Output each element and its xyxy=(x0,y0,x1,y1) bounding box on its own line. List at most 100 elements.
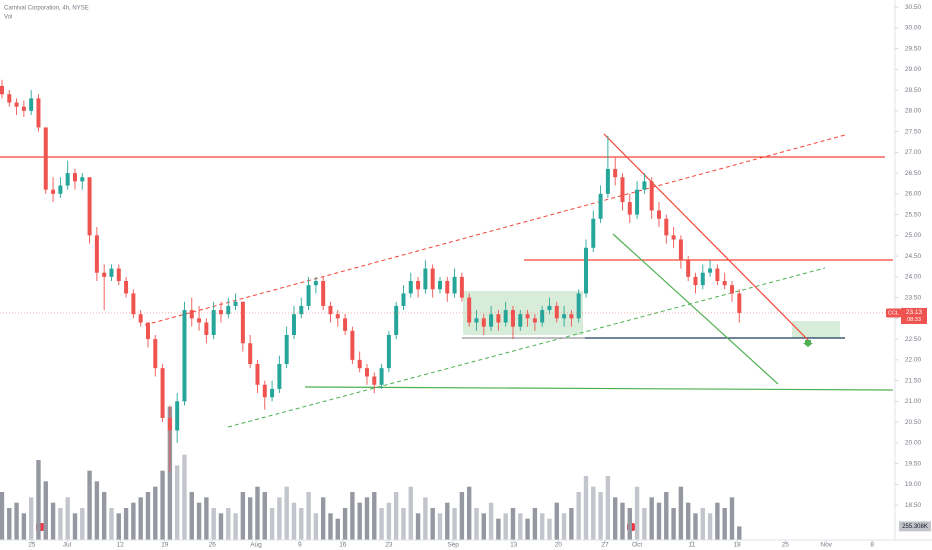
candle-body xyxy=(138,314,143,323)
candle-body xyxy=(708,268,713,273)
candle-body xyxy=(423,268,428,290)
candle-body xyxy=(211,310,216,335)
volume-bar xyxy=(496,518,501,540)
candle-body xyxy=(459,276,464,298)
volume-bar xyxy=(627,508,632,540)
candle-body xyxy=(649,181,654,211)
volume-bar xyxy=(182,454,187,540)
volume-bar xyxy=(335,518,340,540)
target-box xyxy=(792,321,840,338)
candle-body xyxy=(102,272,107,277)
x-tick-label: Aug xyxy=(250,542,262,549)
candle-body xyxy=(175,401,180,431)
volume-bar xyxy=(554,502,559,540)
x-tick-label: 20 xyxy=(555,542,563,549)
candle-body xyxy=(0,85,4,95)
y-tick-label: 30.50 xyxy=(905,4,922,11)
downtrend-support xyxy=(612,233,779,385)
x-tick-label: Nov xyxy=(820,542,832,549)
volume-bar xyxy=(7,508,12,540)
volume-bar xyxy=(116,513,121,540)
candle-body xyxy=(36,98,41,128)
volume-bar xyxy=(678,486,684,540)
volume-bar xyxy=(445,502,450,540)
axes: 18.50 19.00 19.50 20.00 20.50 21.00 21.50 22.00… xyxy=(28,4,931,549)
candle-body xyxy=(14,102,19,107)
y-tick-label: 22.00 xyxy=(905,357,922,364)
candle-body xyxy=(87,177,92,236)
volume-bar xyxy=(386,502,392,540)
candle-body xyxy=(693,276,698,286)
volume-bar xyxy=(664,492,669,540)
volume-bar xyxy=(306,492,311,540)
volume-bar xyxy=(364,497,370,540)
candle-body xyxy=(627,202,632,215)
volume-bar xyxy=(620,502,625,540)
volume-bar xyxy=(481,513,486,540)
volume-bar xyxy=(685,502,691,540)
volume-bar xyxy=(707,513,713,540)
candle-body xyxy=(270,388,275,398)
candle-body xyxy=(335,314,340,319)
volume-bar xyxy=(488,502,494,540)
downtrend-line xyxy=(603,133,811,343)
y-tick-label: 27.00 xyxy=(905,149,922,156)
y-tick-label: 26.00 xyxy=(905,191,922,198)
volume-bar xyxy=(240,492,246,540)
candle-body xyxy=(226,305,231,315)
candle-body xyxy=(131,293,136,315)
volume-bar xyxy=(510,508,516,540)
volume-bar xyxy=(167,406,173,540)
channel-upper xyxy=(144,134,846,326)
candle-body xyxy=(569,314,574,319)
candle-body xyxy=(145,322,150,340)
candle-body xyxy=(240,301,245,344)
y-tick-label: 24.50 xyxy=(905,253,922,260)
support-line xyxy=(304,386,894,391)
volume-bar xyxy=(36,460,41,540)
volume-bar xyxy=(21,513,27,540)
candle-body xyxy=(248,343,253,365)
x-tick-label: 27 xyxy=(601,542,609,549)
volume-bar xyxy=(393,492,399,540)
candle-body xyxy=(160,368,165,418)
volume-bar xyxy=(255,486,260,540)
y-tick-label: 21.50 xyxy=(905,377,922,384)
candle-body xyxy=(299,305,304,315)
y-tick-label: 25.50 xyxy=(905,211,922,218)
volume-bar xyxy=(328,513,333,540)
volume-bar xyxy=(423,497,428,540)
candle-body xyxy=(496,314,501,323)
candle-body xyxy=(620,177,625,203)
volume-bar xyxy=(342,508,348,540)
x-tick-label: 18 xyxy=(733,542,741,549)
candle-body xyxy=(29,98,34,111)
candle-body xyxy=(313,280,318,286)
y-tick-label: 19.00 xyxy=(905,481,922,488)
volume-bar xyxy=(598,492,603,540)
volume-bar xyxy=(525,518,530,540)
symbol-label: CCL xyxy=(888,310,899,316)
volume-bar xyxy=(466,486,472,540)
volume-bar xyxy=(700,508,705,540)
volume-bar xyxy=(437,513,443,540)
volume-bar xyxy=(247,497,253,540)
y-tick-label: 19.50 xyxy=(905,460,922,467)
volume-bar xyxy=(459,492,465,540)
candle-body xyxy=(80,177,85,182)
chart-title: Carnival Corporation, 4h, NYSE xyxy=(4,6,89,12)
volume-bar xyxy=(145,492,151,540)
candle-body xyxy=(671,235,676,240)
candle-body xyxy=(686,260,691,277)
x-tick-label: 11 xyxy=(688,542,695,549)
candle-body xyxy=(489,314,494,327)
volume-bar xyxy=(123,508,129,540)
volume-bar xyxy=(138,497,143,540)
x-tick-label: Jul xyxy=(63,542,72,549)
x-tick-label: 23 xyxy=(385,542,393,549)
volume-badge xyxy=(899,521,931,532)
candle-body xyxy=(605,168,610,194)
y-tick-label: 24.00 xyxy=(905,274,922,281)
